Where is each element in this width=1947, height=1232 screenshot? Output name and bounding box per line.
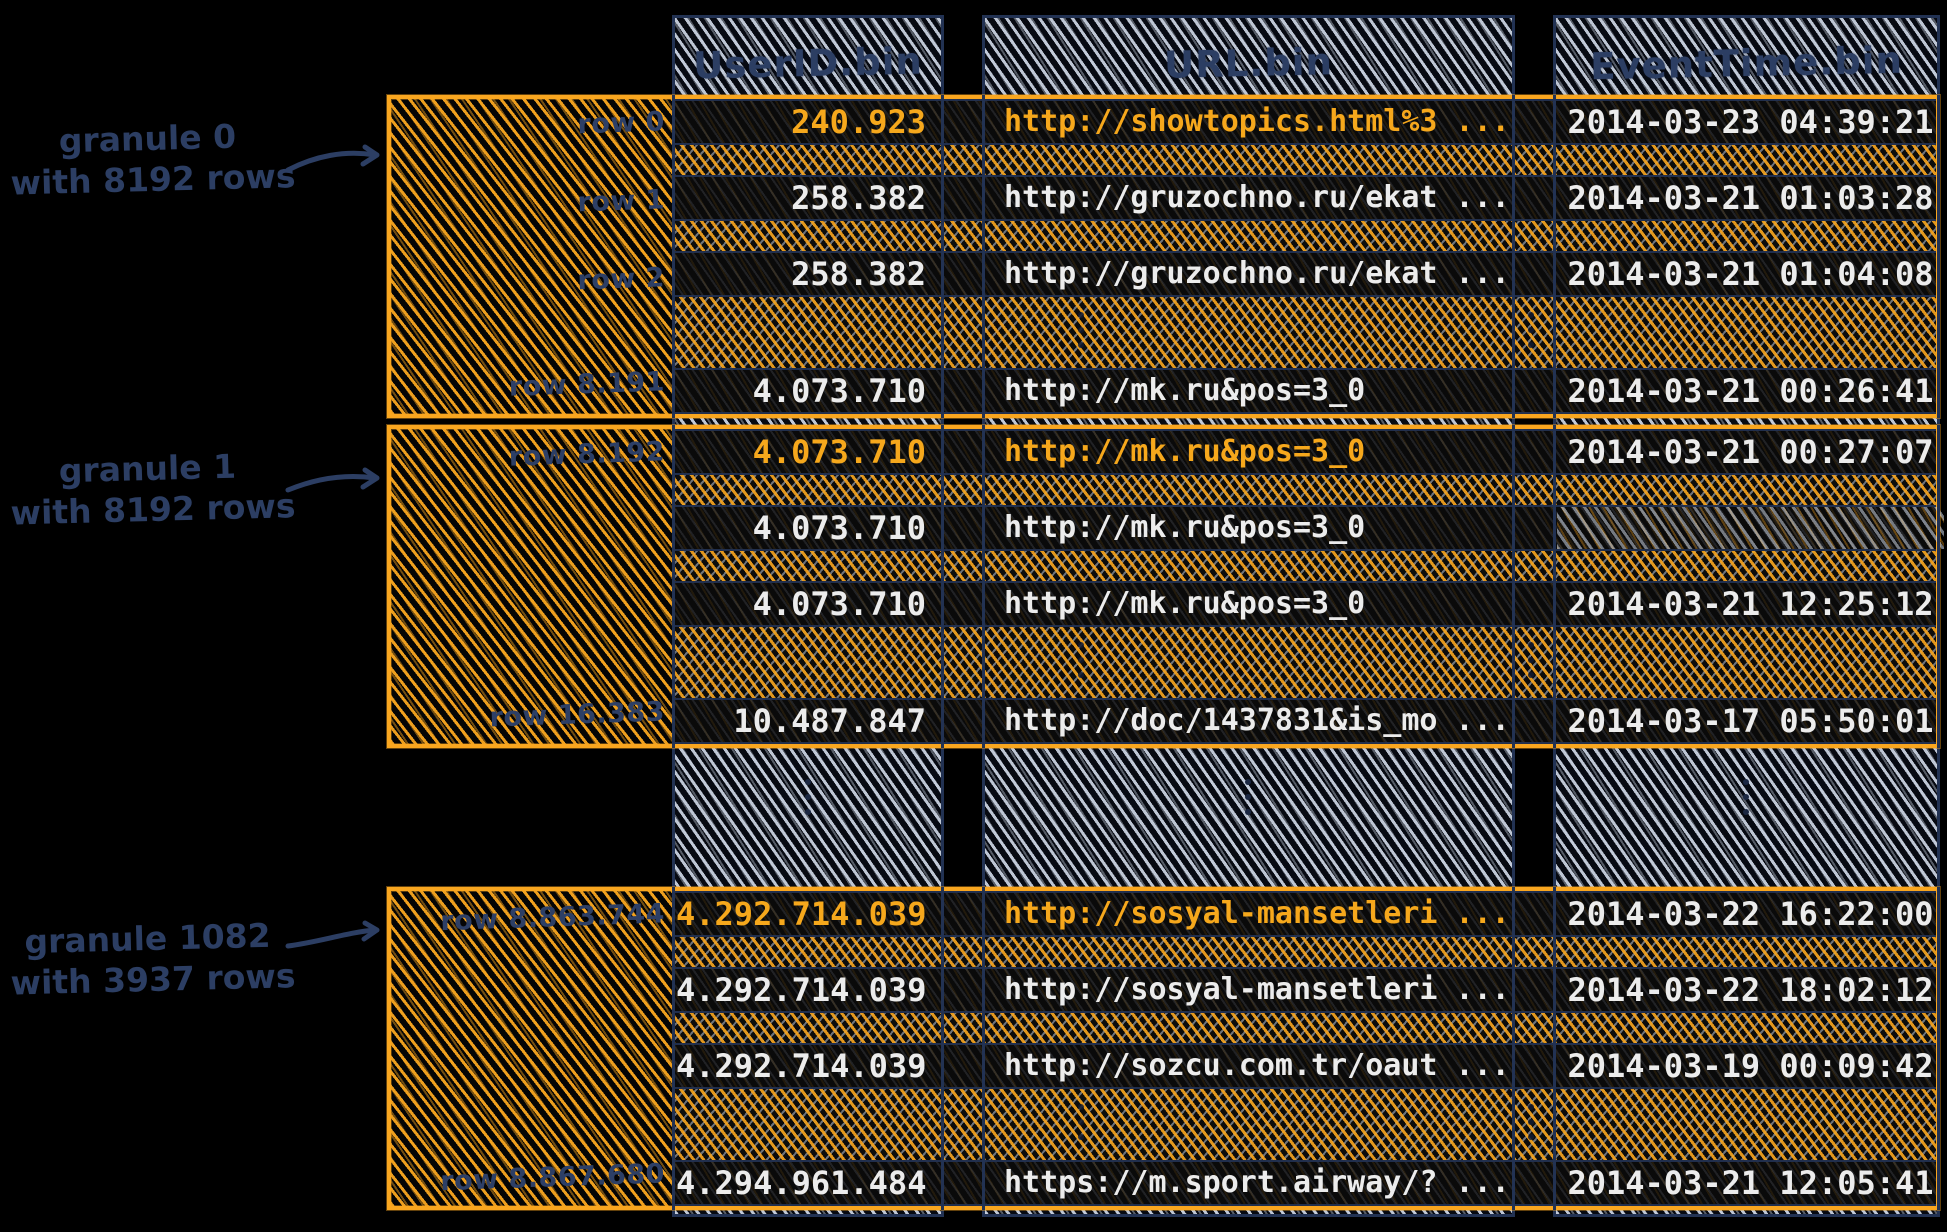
row-separator [672, 145, 1936, 175]
annotation-line: with 8192 rows [10, 486, 296, 533]
eventtime-value: 2014-03-23 04:39:21 [1567, 103, 1934, 141]
userid-value: 4.292.714.039 [676, 1047, 926, 1085]
annotation-granule-1: granule 1 with 8192 rows [9, 444, 296, 534]
userid-value: 4.073.710 [752, 433, 926, 471]
granule-box-1082: row 8.863.744 row 8.867.680 4.292.714.03… [387, 887, 1940, 1210]
url-value: http://mk.ru&pos=3_0 [1004, 434, 1366, 469]
ellipsis-dots-icon [1525, 1095, 1537, 1140]
column-header-userid: UserID.bin [692, 39, 924, 88]
skipped-rows-band [672, 297, 1936, 368]
url-value: http://mk.ru&pos=3_0 [1004, 586, 1366, 621]
annotation-line: granule 0 [58, 116, 237, 161]
eventtime-value: 2014-03-22 16:22:00 [1567, 895, 1934, 933]
row-label: row 8.867.680 [439, 1158, 666, 1198]
ellipsis-dots-icon [1242, 770, 1254, 815]
row-separator [672, 475, 1936, 505]
ellipsis-dots-icon [1525, 633, 1537, 678]
annotation-granule-1082: granule 1082 with 3937 rows [9, 914, 296, 1004]
row-separator [672, 551, 1936, 581]
url-value: http://gruzochno.ru/ekat ... [1004, 180, 1510, 215]
annotation-line: with 3937 rows [10, 956, 296, 1003]
eventtime-value: 2014-03-21 12:05:41 [1567, 1164, 1934, 1202]
arrow-icon [285, 920, 380, 949]
url-value: http://showtopics.html%3 ... [1004, 104, 1510, 139]
row-label: row 0 [576, 106, 666, 141]
row-label: row 16.383 [489, 696, 666, 734]
row-separator [672, 937, 1936, 967]
userid-value: 240.923 [791, 103, 926, 141]
column-header-eventtime: EventTime.bin [1589, 38, 1904, 89]
eventtime-value: 2014-03-21 01:03:28 [1567, 179, 1934, 217]
granule-box-1: row 8.192 row 16.383 4.073.710 http://mk… [387, 425, 1944, 748]
table-row: 258.382 http://gruzochno.ru/ekat ... 201… [672, 175, 1936, 221]
row-label: row 2 [576, 262, 666, 297]
row-label: row 8.191 [508, 366, 666, 403]
row-label: row 8.192 [508, 436, 666, 473]
row-separator [672, 221, 1936, 251]
granule-box-0: row 0 row 1 row 2 row 8.191 240.923 http… [387, 95, 1940, 418]
ellipsis-dots-icon [802, 770, 814, 815]
annotation-line: granule 1 [58, 446, 237, 491]
url-value: http://sosyal-mansetleri ... [1004, 896, 1510, 931]
eventtime-value: 2014-03-21 01:04:08 [1567, 255, 1934, 293]
eventtime-value: 2014-03-21 00:26:41 [1567, 372, 1934, 410]
row-label: row 1 [576, 184, 666, 219]
table-row: 4.073.710 http://mk.ru&pos=3_0 2014-03-2… [672, 429, 1936, 475]
userid-value: 4.073.710 [752, 372, 926, 410]
annotation-granule-0: granule 0 with 8192 rows [9, 114, 296, 204]
ellipsis-dots-icon [1075, 633, 1087, 678]
hatch-cover [1557, 507, 1944, 549]
userid-value: 4.292.714.039 [676, 971, 926, 1009]
userid-value: 258.382 [791, 255, 926, 293]
annotation-line: with 8192 rows [10, 156, 296, 203]
userid-value: 4.294.961.484 [676, 1164, 926, 1202]
table-row: 4.073.710 http://mk.ru&pos=3_0 2014-03-2… [672, 368, 1936, 414]
userid-value: 4.073.710 [752, 509, 926, 547]
eventtime-value: 2014-03-22 18:02:12 [1567, 971, 1934, 1009]
table-row: 4.294.961.484 https://m.sport.airway/? .… [672, 1160, 1936, 1206]
column-header-url: URL.bin [1163, 40, 1334, 87]
row-label: row 8.863.744 [439, 898, 666, 938]
url-value: http://mk.ru&pos=3_0 [1004, 373, 1366, 408]
skipped-rows-band [672, 627, 1936, 698]
table-row: 10.487.847 http://doc/1437831&is_mo ... … [672, 698, 1936, 744]
table-row: 4.292.714.039 http://sosyal-mansetleri .… [672, 891, 1936, 937]
table-row: 4.292.714.039 http://sozcu.com.tr/oaut .… [672, 1043, 1936, 1089]
ellipsis-dots-icon [1075, 303, 1087, 348]
arrow-icon [285, 467, 380, 493]
eventtime-value: 2014-03-21 12:25:12 [1567, 585, 1934, 623]
url-value: https://m.sport.airway/? ... [1004, 1165, 1510, 1200]
row-separator [672, 1013, 1936, 1043]
annotation-line: granule 1082 [23, 915, 272, 962]
skipped-rows-band [672, 1089, 1936, 1160]
table-row: 4.073.710 http://mk.ru&pos=3_0 2014-03-2… [672, 581, 1936, 627]
userid-value: 258.382 [791, 179, 926, 217]
ellipsis-dots-icon [1525, 303, 1537, 348]
userid-value: 4.292.714.039 [676, 895, 926, 933]
url-value: http://doc/1437831&is_mo ... [1004, 703, 1510, 738]
table-row: 4.292.714.039 http://sosyal-mansetleri .… [672, 967, 1936, 1013]
ellipsis-dots-icon [1075, 1095, 1087, 1140]
eventtime-value: 2014-03-21 00:27:07 [1567, 433, 1934, 471]
userid-value: 4.073.710 [752, 585, 926, 623]
table-row: 4.073.710 http://mk.ru&pos=3_0 [672, 505, 1944, 551]
ellipsis-dots-icon [1740, 770, 1752, 815]
table-row: 240.923 http://showtopics.html%3 ... 201… [672, 99, 1936, 145]
url-value: http://mk.ru&pos=3_0 [1004, 510, 1366, 545]
url-value: http://sosyal-mansetleri ... [1004, 972, 1510, 1007]
eventtime-value: 2014-03-17 05:50:01 [1567, 702, 1934, 740]
url-value: http://gruzochno.ru/ekat ... [1004, 256, 1510, 291]
userid-value: 10.487.847 [733, 702, 926, 740]
eventtime-value: 2014-03-19 00:09:42 [1567, 1047, 1934, 1085]
table-row: 258.382 http://gruzochno.ru/ekat ... 201… [672, 251, 1936, 297]
url-value: http://sozcu.com.tr/oaut ... [1004, 1048, 1510, 1083]
arrow-icon [285, 144, 380, 173]
